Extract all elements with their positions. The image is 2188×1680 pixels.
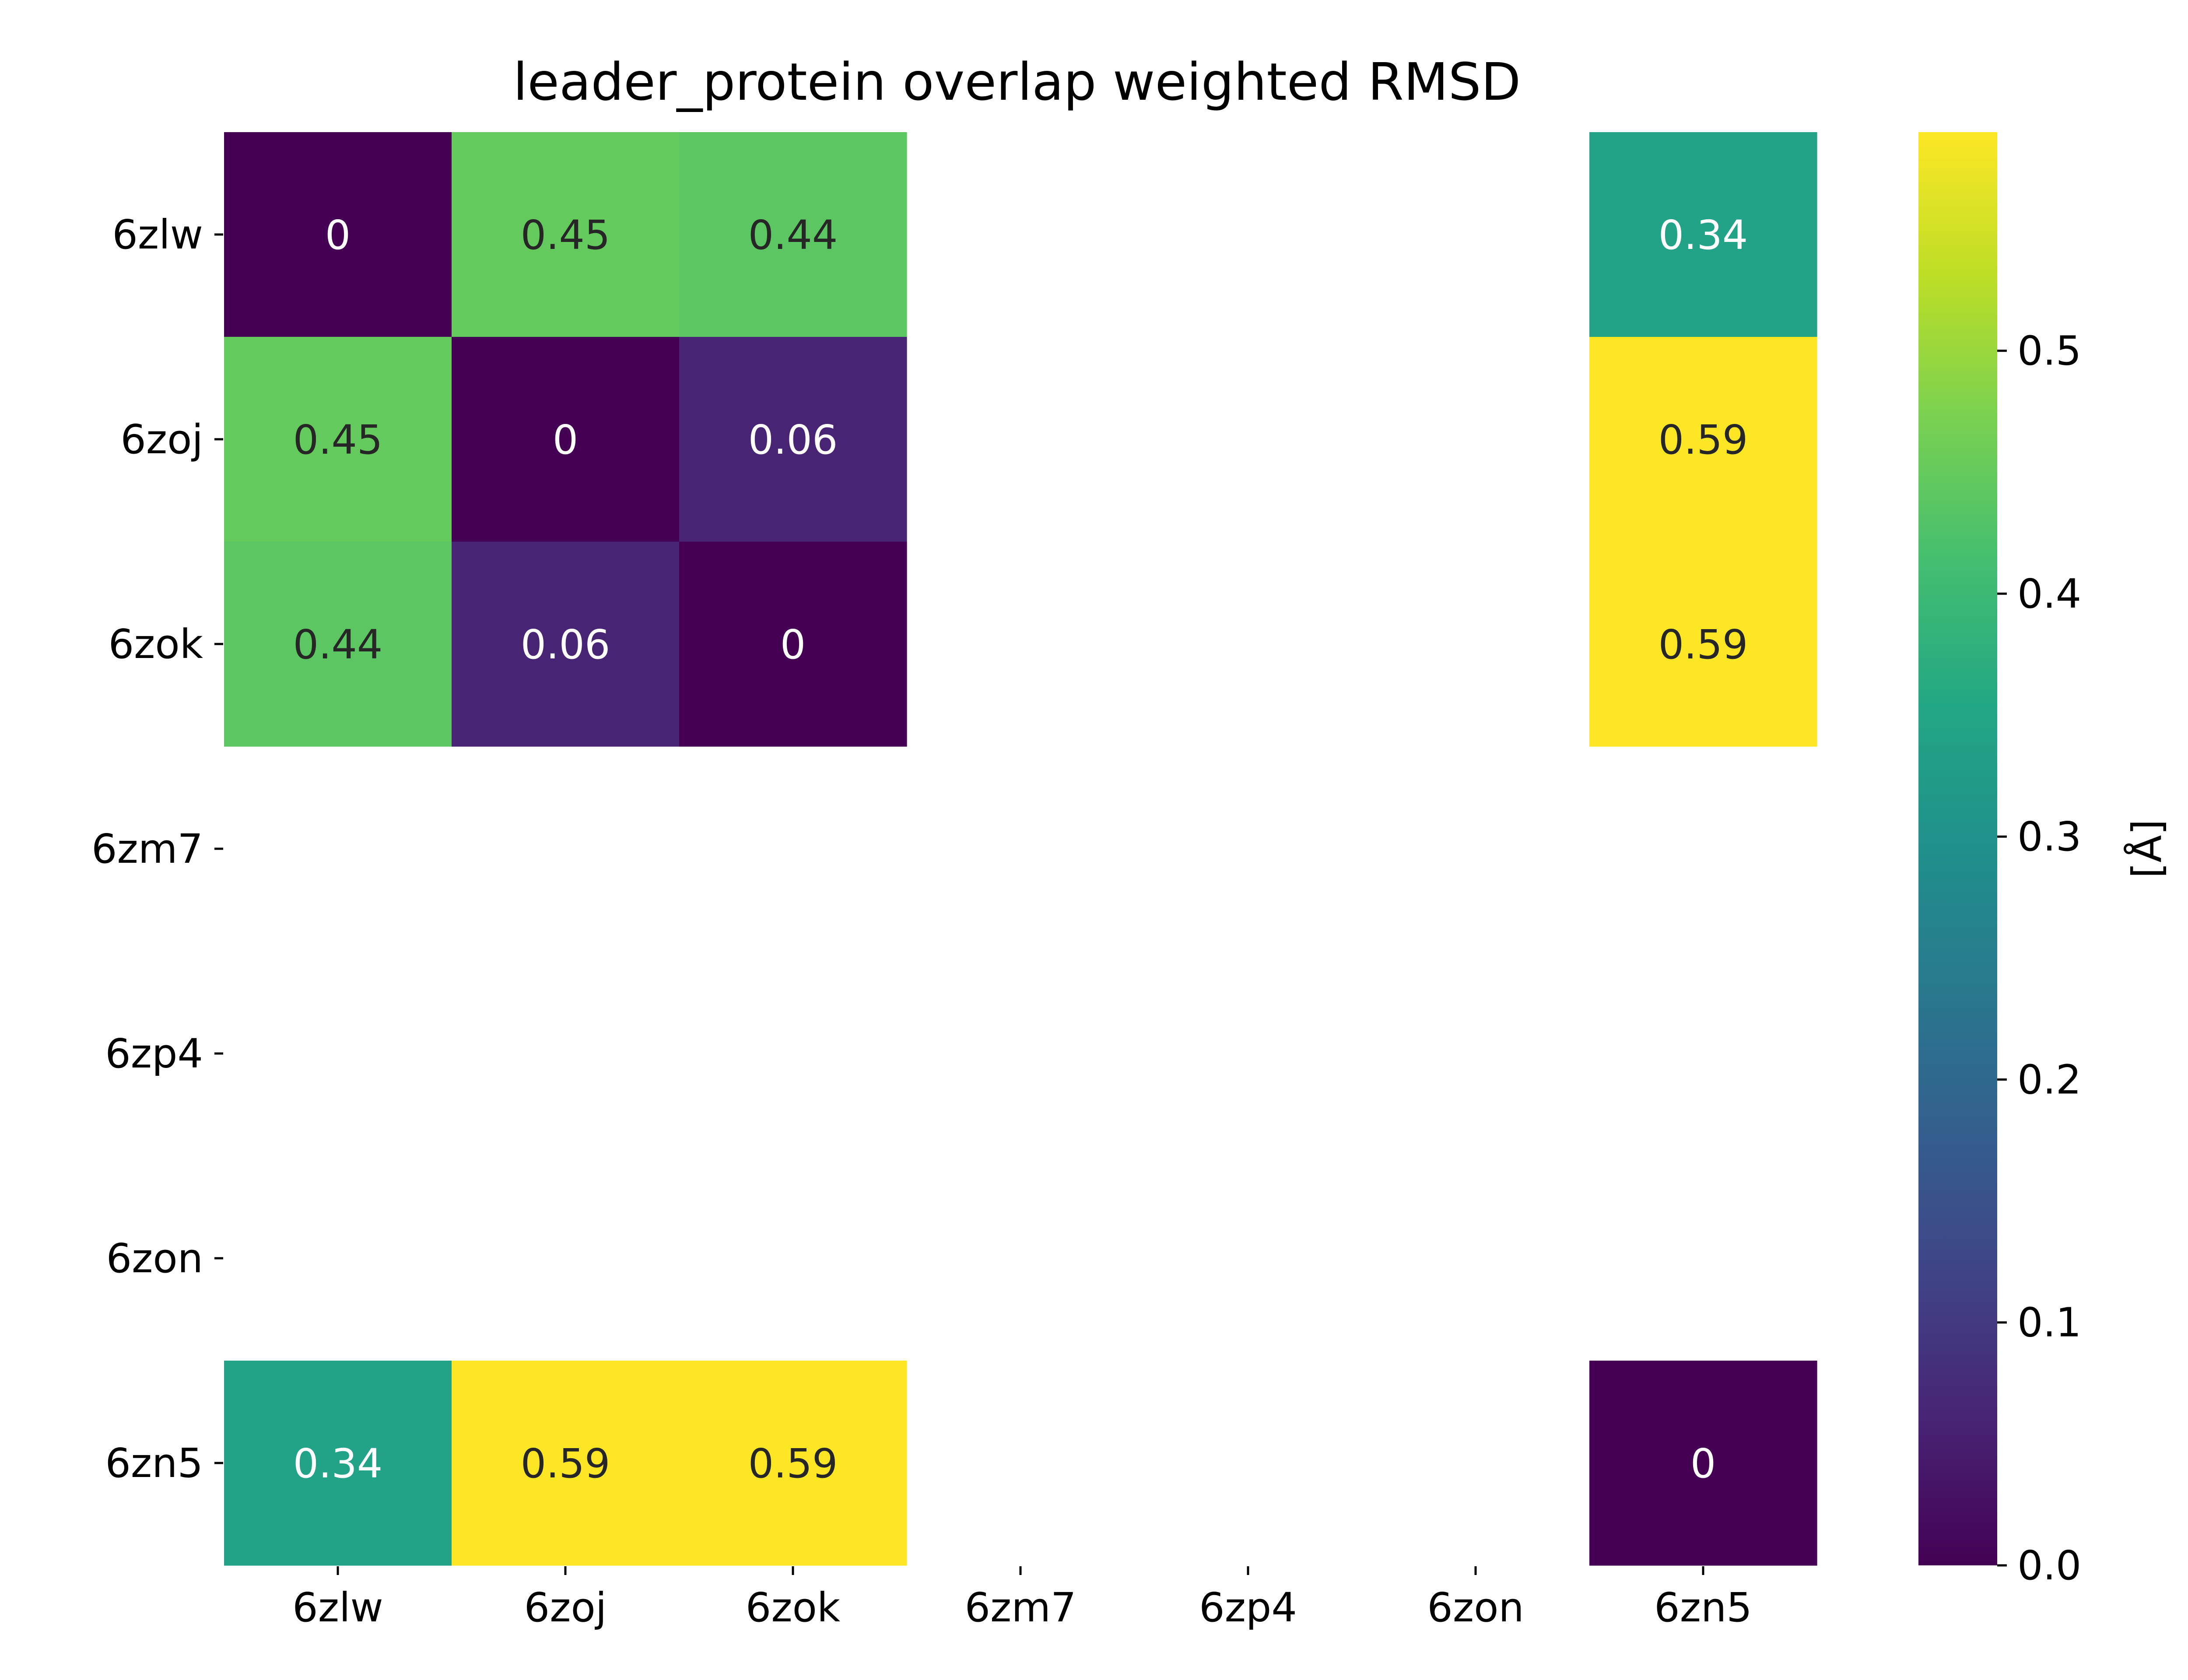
cell-annotation: 0 [325, 212, 351, 259]
y-tick-label: 6zon [106, 1235, 203, 1282]
x-tick-label: 6zok [746, 1584, 841, 1631]
x-tick-label: 6zm7 [965, 1584, 1076, 1631]
y-tick-label: 6zlw [112, 211, 203, 258]
heatmap-cell-6zoj-6zoj [452, 337, 680, 542]
y-tick-label: 6zm7 [91, 826, 203, 872]
y-tick-label: 6zok [109, 621, 203, 668]
x-axis: 6zlw 6zoj 6zok 6zm7 6zp4 6zon 6zn5 [292, 1566, 1752, 1631]
heatmap-cell-6zoj-6zok [679, 337, 907, 542]
heatmap-cell-6zlw-6zoj [452, 132, 680, 337]
cell-annotation: 0.06 [521, 621, 610, 668]
heatmap-cell-6zlw-6zn5 [1589, 132, 1817, 337]
colorbar: 0.0 0.1 0.2 0.3 0.4 0.5 [Å] [1918, 132, 2170, 1589]
cell-annotation: 0.44 [293, 621, 383, 668]
chart-title: leader_protein overlap weighted RMSD [513, 52, 1521, 112]
cell-annotation: 0.59 [748, 1440, 838, 1487]
colorbar-tick-label: 0.0 [2017, 1542, 2081, 1589]
y-axis: 6zlw 6zoj 6zok 6zm7 6zp4 6zon 6zn5 [91, 211, 223, 1487]
cell-annotation: 0.59 [1659, 416, 1748, 463]
x-tick-label: 6zoj [524, 1584, 607, 1631]
heatmap-cell-6zok-6zok [679, 542, 907, 747]
cell-annotation: 0 [1690, 1440, 1716, 1487]
heatmap-cell-6zn5-6zoj [452, 1361, 680, 1566]
cell-annotation: 0.34 [1659, 212, 1748, 259]
colorbar-tick-label: 0.4 [2017, 570, 2081, 617]
cell-annotation: 0.06 [748, 416, 838, 463]
heatmap-cell-6zoj-6zlw [224, 337, 452, 542]
heatmap-cell-6zn5-6zok [679, 1361, 907, 1566]
heatmap-cell-6zlw-6zok [679, 132, 907, 337]
colorbar-tick-label: 0.3 [2017, 813, 2081, 860]
heatmap-cells: 0 0.45 0.44 0.34 0.45 0 0.06 0.59 0.44 0.06 0 0.59 0… [224, 132, 1817, 1566]
y-tick-label: 6zoj [120, 416, 203, 463]
cell-annotation: 0 [553, 416, 579, 463]
cell-annotation: 0.44 [748, 212, 838, 259]
heatmap-cell-6zoj-6zn5 [1589, 337, 1817, 542]
colorbar-tick-label: 0.5 [2017, 328, 2081, 374]
cell-annotation: 0.59 [1659, 621, 1748, 668]
heatmap-cell-6zok-6zoj [452, 542, 680, 747]
cell-annotation: 0.45 [521, 212, 610, 259]
x-tick-label: 6zlw [292, 1584, 383, 1631]
x-tick-label: 6zon [1427, 1584, 1524, 1631]
x-tick-label: 6zn5 [1654, 1584, 1752, 1631]
colorbar-label: [Å] [2123, 819, 2170, 878]
cell-annotation: 0.45 [293, 416, 383, 463]
cell-annotation: 0.59 [521, 1440, 610, 1487]
x-tick-label: 6zp4 [1199, 1584, 1297, 1631]
heatmap-cell-6zok-6zlw [224, 542, 452, 747]
y-tick-label: 6zn5 [105, 1440, 203, 1487]
colorbar-tick-label: 0.2 [2017, 1056, 2081, 1103]
cell-annotation: 0.34 [293, 1440, 383, 1487]
heatmap-cell-6zlw-6zlw [224, 132, 452, 337]
y-tick-label: 6zp4 [105, 1030, 203, 1077]
cell-annotation: 0 [780, 621, 806, 668]
heatmap-cell-6zok-6zn5 [1589, 542, 1817, 747]
colorbar-tick-label: 0.1 [2017, 1299, 2081, 1346]
heatmap-cell-6zn5-6zn5 [1589, 1361, 1817, 1566]
heatmap-cell-6zn5-6zlw [224, 1361, 452, 1566]
colorbar-gradient [1918, 132, 1997, 1565]
